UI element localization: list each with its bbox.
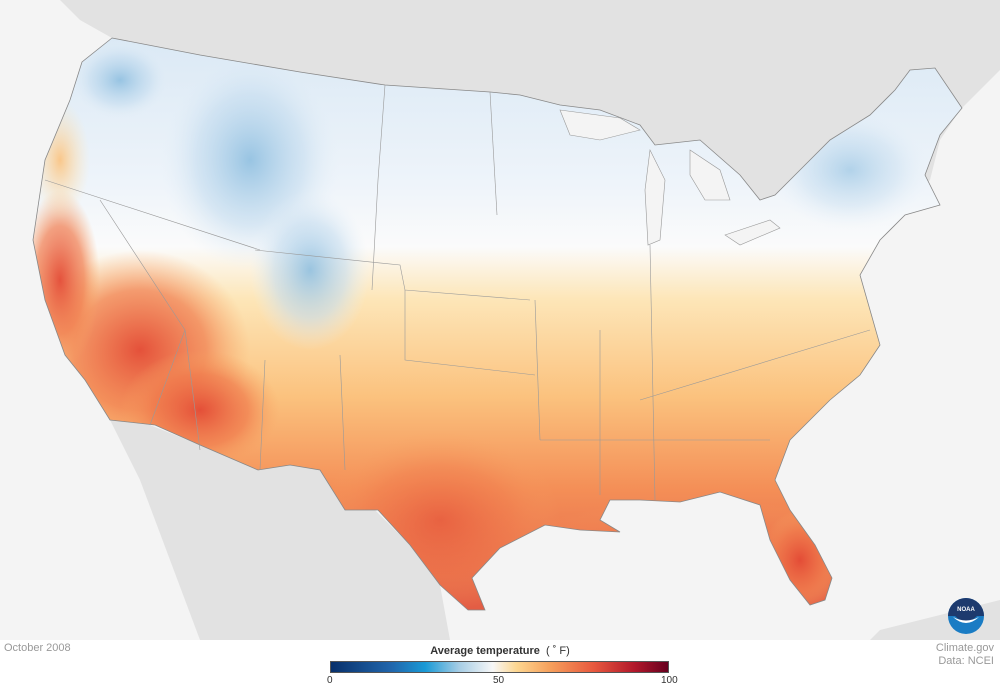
date-label: October 2008 — [4, 642, 71, 654]
data-credit: Data: NCEI — [938, 655, 994, 667]
legend-title: Average temperature ( ˚ F) — [330, 645, 670, 657]
temperature-map — [0, 0, 1000, 640]
legend-tick-min: 0 — [327, 675, 333, 686]
legend-tick-max: 100 — [661, 675, 678, 686]
noaa-logo-text: NOAA — [957, 607, 975, 613]
legend-title-text: Average temperature — [430, 645, 540, 657]
canada-landmass — [60, 0, 1000, 250]
us-border — [32, 37, 963, 611]
color-scale-bar — [330, 661, 669, 673]
state-lines — [44, 84, 871, 501]
noaa-logo[interactable]: NOAA — [947, 597, 985, 635]
mexico-landmass — [110, 420, 450, 640]
legend-tick-mid: 50 — [493, 675, 505, 686]
credits: Climate.gov Data: NCEI — [936, 642, 994, 668]
source-credit: Climate.gov — [935, 642, 994, 654]
great-lakes — [559, 109, 781, 246]
legend-unit: ( ˚ F) — [545, 645, 570, 657]
